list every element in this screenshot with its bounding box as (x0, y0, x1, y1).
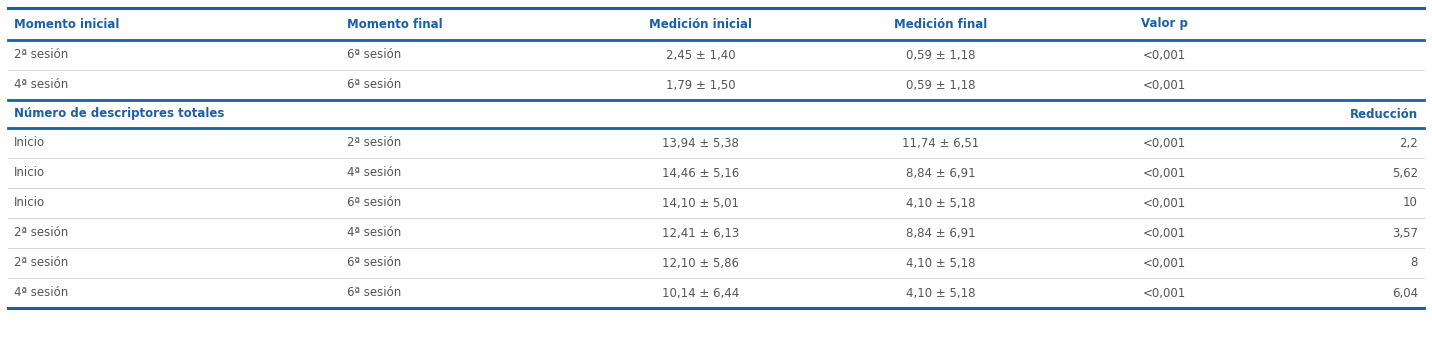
Text: <0,001: <0,001 (1143, 227, 1186, 240)
Text: Medición inicial: Medición inicial (649, 17, 752, 30)
Text: 10: 10 (1403, 196, 1418, 210)
Text: 6,04: 6,04 (1392, 286, 1418, 299)
Text: 6ª sesión: 6ª sesión (347, 48, 401, 62)
Text: Valor p: Valor p (1141, 17, 1189, 30)
Text: Inicio: Inicio (14, 196, 46, 210)
Text: 6ª sesión: 6ª sesión (347, 286, 401, 299)
Text: 4ª sesión: 4ª sesión (347, 166, 401, 179)
Text: 2ª sesión: 2ª sesión (14, 257, 69, 269)
Text: Momento inicial: Momento inicial (14, 17, 119, 30)
Text: Número de descriptores totales: Número de descriptores totales (14, 108, 225, 120)
Text: 5,62: 5,62 (1392, 166, 1418, 179)
Text: 2ª sesión: 2ª sesión (14, 227, 69, 240)
Text: 8,84 ± 6,91: 8,84 ± 6,91 (905, 166, 975, 179)
Text: 6ª sesión: 6ª sesión (347, 196, 401, 210)
Text: Medición final: Medición final (894, 17, 987, 30)
Text: 12,41 ± 6,13: 12,41 ± 6,13 (662, 227, 739, 240)
Text: 13,94 ± 5,38: 13,94 ± 5,38 (662, 137, 739, 149)
Text: 0,59 ± 1,18: 0,59 ± 1,18 (905, 79, 975, 91)
Text: 11,74 ± 6,51: 11,74 ± 6,51 (902, 137, 979, 149)
Text: <0,001: <0,001 (1143, 286, 1186, 299)
Text: <0,001: <0,001 (1143, 166, 1186, 179)
Text: 4,10 ± 5,18: 4,10 ± 5,18 (905, 286, 975, 299)
Text: <0,001: <0,001 (1143, 137, 1186, 149)
Text: Inicio: Inicio (14, 166, 46, 179)
Text: 0,59 ± 1,18: 0,59 ± 1,18 (905, 48, 975, 62)
Text: 6ª sesión: 6ª sesión (347, 79, 401, 91)
Text: 2ª sesión: 2ª sesión (347, 137, 401, 149)
Text: <0,001: <0,001 (1143, 196, 1186, 210)
Text: 2,2: 2,2 (1399, 137, 1418, 149)
Text: 4ª sesión: 4ª sesión (347, 227, 401, 240)
Text: <0,001: <0,001 (1143, 257, 1186, 269)
Text: 4ª sesión: 4ª sesión (14, 79, 69, 91)
Text: Momento final: Momento final (347, 17, 442, 30)
Text: <0,001: <0,001 (1143, 48, 1186, 62)
Text: 2ª sesión: 2ª sesión (14, 48, 69, 62)
Text: 12,10 ± 5,86: 12,10 ± 5,86 (662, 257, 739, 269)
Text: 3,57: 3,57 (1392, 227, 1418, 240)
Text: 8,84 ± 6,91: 8,84 ± 6,91 (905, 227, 975, 240)
Text: 1,79 ± 1,50: 1,79 ± 1,50 (666, 79, 736, 91)
Text: 4ª sesión: 4ª sesión (14, 286, 69, 299)
Text: 10,14 ± 6,44: 10,14 ± 6,44 (662, 286, 739, 299)
Text: 4,10 ± 5,18: 4,10 ± 5,18 (905, 257, 975, 269)
Text: 8: 8 (1411, 257, 1418, 269)
Text: 14,46 ± 5,16: 14,46 ± 5,16 (662, 166, 739, 179)
Text: Inicio: Inicio (14, 137, 46, 149)
Text: 4,10 ± 5,18: 4,10 ± 5,18 (905, 196, 975, 210)
Text: Reducción: Reducción (1350, 108, 1418, 120)
Text: 2,45 ± 1,40: 2,45 ± 1,40 (666, 48, 736, 62)
Text: <0,001: <0,001 (1143, 79, 1186, 91)
Text: 6ª sesión: 6ª sesión (347, 257, 401, 269)
Text: 14,10 ± 5,01: 14,10 ± 5,01 (662, 196, 739, 210)
